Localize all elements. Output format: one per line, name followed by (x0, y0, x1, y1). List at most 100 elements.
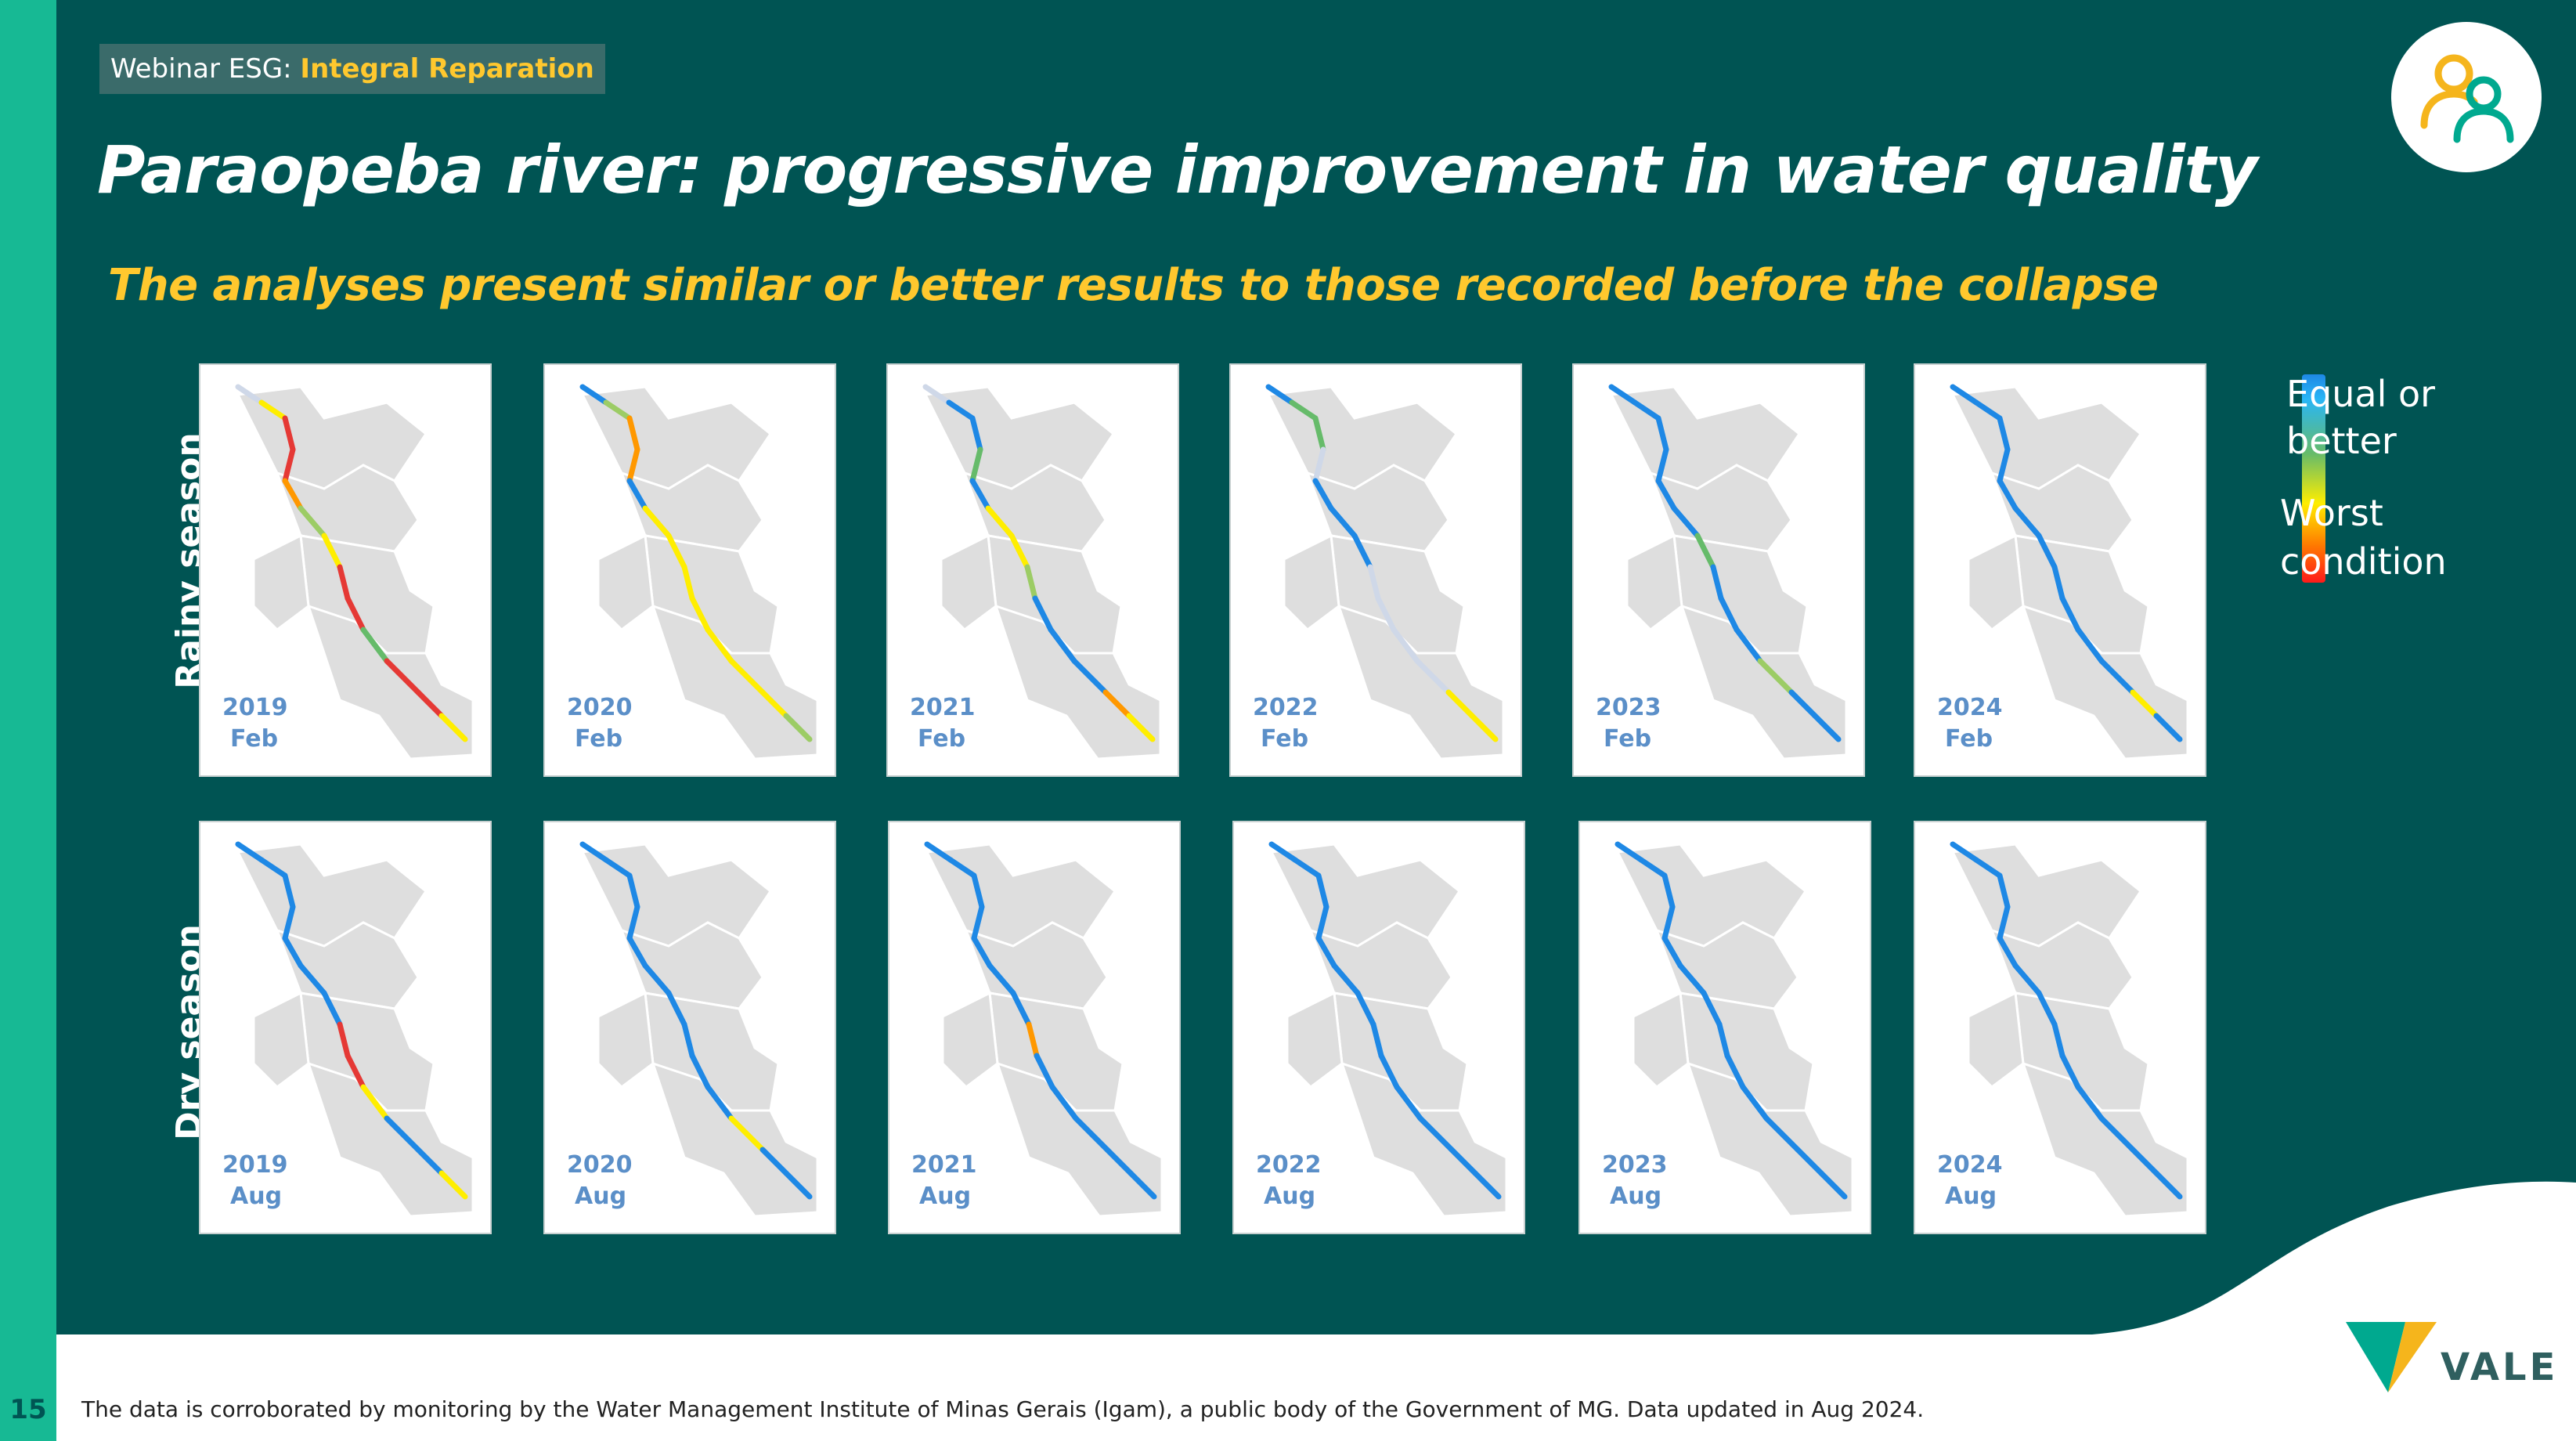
map-card-rainy-2021: 2021 Feb (886, 363, 1179, 777)
river-segment (1734, 627, 1763, 664)
river-segment (1449, 1147, 1478, 1176)
river-segment (1265, 384, 1295, 406)
map-region-5 (1625, 533, 1683, 631)
river-segment (1661, 904, 1676, 941)
river-segment (1608, 384, 1638, 406)
river-segment (415, 689, 445, 719)
river-segment (971, 904, 985, 941)
map-card-dry-2021: 2021 Aug (888, 821, 1181, 1234)
map-region-5 (1967, 533, 2025, 631)
river-segment (2012, 505, 2042, 539)
river-segment (1378, 1053, 1400, 1090)
map-region-5 (940, 533, 998, 631)
river-segment (705, 1084, 734, 1121)
map-region-5 (597, 533, 655, 631)
legend-best-line1: Equal or (2286, 373, 2436, 415)
river-segment (1740, 1084, 1770, 1121)
map-card-dry-2023: 2023 Aug (1578, 821, 1871, 1234)
river-segment (969, 446, 983, 484)
river-segment (969, 415, 983, 453)
river-segment (1997, 415, 2011, 453)
river-segment (258, 399, 288, 421)
river-segment (728, 658, 766, 695)
river-segment (1694, 533, 1716, 570)
footer-note: The data is corroborated by monitoring b… (81, 1396, 1925, 1422)
river-segment (2036, 990, 2058, 1027)
river-segment (759, 1147, 789, 1176)
badge-prefix: Webinar ESG: (110, 53, 301, 85)
river-map (1921, 371, 2199, 769)
river-segment (1315, 872, 1329, 910)
map-year-label: 2021 (910, 694, 976, 721)
slide-background: Webinar ESG: Integral Reparation Paraope… (56, 0, 2576, 1334)
map-card-rainy-2024: 2024 Feb (1914, 363, 2206, 777)
river-segment (1367, 564, 1381, 601)
river-segment (1312, 415, 1326, 453)
river-map (1580, 371, 1857, 769)
river-segment (1127, 1170, 1157, 1200)
map-month-label: Feb (230, 725, 279, 753)
left-accent-bar (0, 0, 56, 1441)
river-segment (1818, 1170, 1848, 1200)
legend-best-line2: better (2286, 420, 2397, 462)
page-subtitle: The analyses present similar or better r… (108, 260, 2159, 311)
vale-logo-text: VALE (2441, 1345, 2559, 1389)
river-segment (1973, 857, 2003, 879)
river-segment (1445, 689, 1475, 719)
badge-highlight: Integral Reparation (300, 53, 594, 85)
legend-worst-line2: condition (2280, 540, 2447, 583)
river-segment (1661, 935, 1683, 969)
river-segment (360, 627, 390, 664)
river-map (1240, 829, 1517, 1226)
river-segment (626, 415, 640, 453)
river-segment (971, 935, 993, 969)
river-segment (1655, 478, 1677, 511)
map-month-label: Aug (230, 1183, 283, 1210)
river-segment (1331, 962, 1361, 996)
river-segment (298, 505, 327, 539)
river-segment (1638, 857, 1668, 879)
river-segment (282, 904, 296, 941)
river-segment (1315, 904, 1329, 941)
map-card-dry-2019: 2019 Aug (199, 821, 492, 1234)
river-segment (2036, 533, 2058, 570)
river-segment (235, 841, 265, 863)
river-segment (1701, 990, 1723, 1027)
river-map (1237, 371, 1514, 769)
river-segment (438, 1170, 468, 1200)
river-segment (783, 713, 813, 742)
river-segment (1973, 399, 2003, 421)
map-region-5 (597, 991, 655, 1089)
river-segment (2051, 1021, 2065, 1059)
river-segment (415, 1147, 445, 1176)
river-segment (1102, 689, 1132, 719)
river-segment (258, 857, 288, 879)
river-segment (1048, 627, 1077, 664)
map-year-label: 2023 (1602, 1151, 1668, 1179)
river-segment (681, 564, 695, 601)
river-map (1586, 829, 1863, 1226)
river-segment (282, 872, 296, 910)
map-region-5 (1967, 991, 2025, 1089)
river-segment (2130, 689, 2159, 719)
map-year-label: 2023 (1596, 694, 1661, 721)
river-segment (1268, 841, 1298, 863)
river-segment (626, 872, 640, 910)
river-segment (1370, 1021, 1384, 1059)
map-month-label: Feb (575, 725, 623, 753)
river-segment (1024, 564, 1038, 601)
river-segment (1950, 841, 1979, 863)
map-card-rainy-2023: 2023 Feb (1572, 363, 1865, 777)
river-segment (922, 384, 952, 406)
river-segment (642, 505, 672, 539)
river-segment (282, 478, 304, 511)
river-segment (666, 990, 687, 1027)
river-segment (2153, 1170, 2183, 1200)
river-segment (282, 446, 296, 484)
river-segment (2012, 962, 2042, 996)
river-segment (603, 399, 633, 421)
river-segment (1710, 564, 1724, 601)
river-segment (759, 689, 789, 719)
river-map (896, 829, 1173, 1226)
river-segment (579, 841, 609, 863)
